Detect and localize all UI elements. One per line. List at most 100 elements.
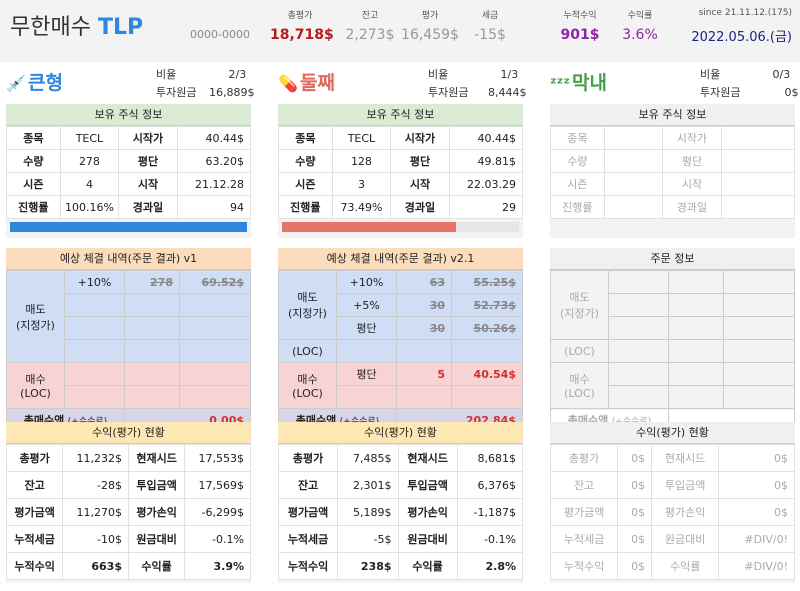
invest-principal: 투자원금 0$ xyxy=(700,84,798,100)
order-title: 예상 체결 내역(주문 결과) v1 xyxy=(6,248,251,270)
profit-value: 8,681$ xyxy=(456,444,524,472)
pill-icon: 💊 xyxy=(278,74,298,93)
sell-cell xyxy=(179,339,251,363)
profit-value: 0$ xyxy=(617,552,653,580)
holding-label: 시작가 xyxy=(118,126,178,150)
holding-label: 경과일 xyxy=(662,195,722,219)
holding-label: 시작 xyxy=(118,172,178,196)
ratio-label: 비율 xyxy=(156,68,177,81)
holding-value: TECL xyxy=(59,126,120,150)
holding-label: 시즌 xyxy=(550,172,605,196)
profit-value: 0$ xyxy=(617,525,653,553)
sell-label-loc: (LOC) xyxy=(278,339,337,363)
sell-cell xyxy=(668,316,724,340)
holding-label: 평단 xyxy=(390,149,450,173)
sell-cell: 평단 xyxy=(336,316,397,340)
profit-label: 원금대비 xyxy=(127,525,186,553)
stat-value: 3.6% xyxy=(622,27,658,43)
profit-value: #DIV/0! xyxy=(718,552,795,580)
sell-cell: 69.52$ xyxy=(179,270,251,294)
ratio: 비율 2/3 xyxy=(156,66,246,82)
profit-value: 0$ xyxy=(718,444,795,472)
order-title: 주문 정보 xyxy=(550,248,795,270)
sell-cell: 63 xyxy=(396,270,452,294)
stat-value: 2,273$ xyxy=(345,27,395,43)
profit-value: -1,187$ xyxy=(456,498,524,526)
sell-cell: 52.73$ xyxy=(451,293,523,317)
profit-label: 총평가 xyxy=(549,444,619,472)
app-title: 무한매수 TLP xyxy=(10,15,144,40)
profit-value: -0.1% xyxy=(456,525,524,553)
profit-label: 수익률 xyxy=(651,552,720,580)
sell-cell: 30 xyxy=(396,293,452,317)
section-name: ᶻᶻᶻ 막내 xyxy=(550,68,607,95)
stat-0: 총평가 18,718$ xyxy=(270,8,334,43)
holding-label: 시즌 xyxy=(6,172,61,196)
holding-value: 3 xyxy=(331,172,392,196)
profit-label: 평가손익 xyxy=(397,498,458,526)
buy-cell xyxy=(124,362,180,386)
holding-label: 진행률 xyxy=(6,195,61,219)
profit-panel: 수익(평가) 현황 총평가 0$ 현재시드 0$ 잔고 0$ 투입금액 0$ 평가금액 0$ 평가손익… xyxy=(549,422,795,583)
profit-label: 투입금액 xyxy=(397,471,458,499)
buy-cell xyxy=(64,385,125,409)
buy-cell xyxy=(668,385,724,409)
holding-panel: 보유 주식 정보 종목 TECL 시작가 40.44$ 수량 278 평단 63.20$ 시즌 4 시… xyxy=(6,104,252,238)
invest-value: 16,889$ xyxy=(208,86,255,99)
sell-cell: 50.26$ xyxy=(451,316,523,340)
order-panel: 예상 체결 내역(주문 결과) v2.1 매도 (지정가) +10% 63 55.25$… xyxy=(278,248,523,432)
profit-value: 6,376$ xyxy=(456,471,524,499)
holding-value: 128 xyxy=(331,149,392,173)
holding-label: 경과일 xyxy=(390,195,450,219)
stat-4: 누적수익 901$ xyxy=(550,8,610,43)
holding-value: 29 xyxy=(448,195,524,219)
account-number: 0000-0000 xyxy=(190,28,250,41)
holding-title: 보유 주식 정보 xyxy=(6,104,251,126)
profit-label: 총평가 xyxy=(5,444,64,472)
sell-cell xyxy=(336,339,397,363)
sell-cell xyxy=(668,270,724,294)
stat-value: 18,718$ xyxy=(270,27,334,43)
holding-label: 종목 xyxy=(550,126,605,150)
section-name: 💊 둘째 xyxy=(278,68,335,95)
profit-label: 누적세금 xyxy=(549,525,619,553)
profit-value: -0.1% xyxy=(184,525,251,553)
buy-cell xyxy=(723,385,795,409)
ratio-label: 비율 xyxy=(428,68,449,81)
holding-value: 4 xyxy=(59,172,120,196)
invest-value: 0$ xyxy=(784,86,799,99)
sell-cell: 30 xyxy=(396,316,452,340)
invest-value: 8,444$ xyxy=(487,86,527,99)
sell-cell xyxy=(608,293,669,317)
syringe-icon: 💉 xyxy=(6,74,26,93)
holding-label: 수량 xyxy=(550,149,605,173)
sell-cell xyxy=(608,316,669,340)
sell-cell xyxy=(396,339,452,363)
profit-panel: 수익(평가) 현황 총평가 7,485$ 현재시드 8,681$ 잔고 2,301$ 투입금액… xyxy=(277,422,524,583)
profit-label: 누적수익 xyxy=(5,552,64,580)
profit-value: -5$ xyxy=(337,525,399,553)
invest-label: 투자원금 xyxy=(156,86,197,99)
profit-value: 0$ xyxy=(617,471,653,499)
sell-cell xyxy=(64,293,125,317)
profit-label: 잔고 xyxy=(277,471,339,499)
holding-label: 시작 xyxy=(390,172,450,196)
profit-label: 수익률 xyxy=(127,552,186,580)
invest-label: 투자원금 xyxy=(700,86,741,99)
sell-cell xyxy=(64,316,125,340)
profit-value: -10$ xyxy=(62,525,129,553)
holding-label: 평단 xyxy=(118,149,178,173)
profit-value: 663$ xyxy=(62,552,129,580)
profit-label: 평가금액 xyxy=(277,498,339,526)
holding-value: 94 xyxy=(176,195,252,219)
holding-value: 22.03.29 xyxy=(448,172,524,196)
sell-cell: +5% xyxy=(336,293,397,317)
stat-value: 16,459$ xyxy=(401,27,459,43)
holding-label: 평단 xyxy=(662,149,722,173)
holding-panel: 보유 주식 정보 종목 TECL 시작가 40.44$ 수량 128 평단 49.81$ 시즌 3 시… xyxy=(278,104,524,238)
holding-label: 경과일 xyxy=(118,195,178,219)
buy-cell xyxy=(451,385,523,409)
sell-cell xyxy=(723,270,795,294)
profit-label: 누적세금 xyxy=(277,525,339,553)
